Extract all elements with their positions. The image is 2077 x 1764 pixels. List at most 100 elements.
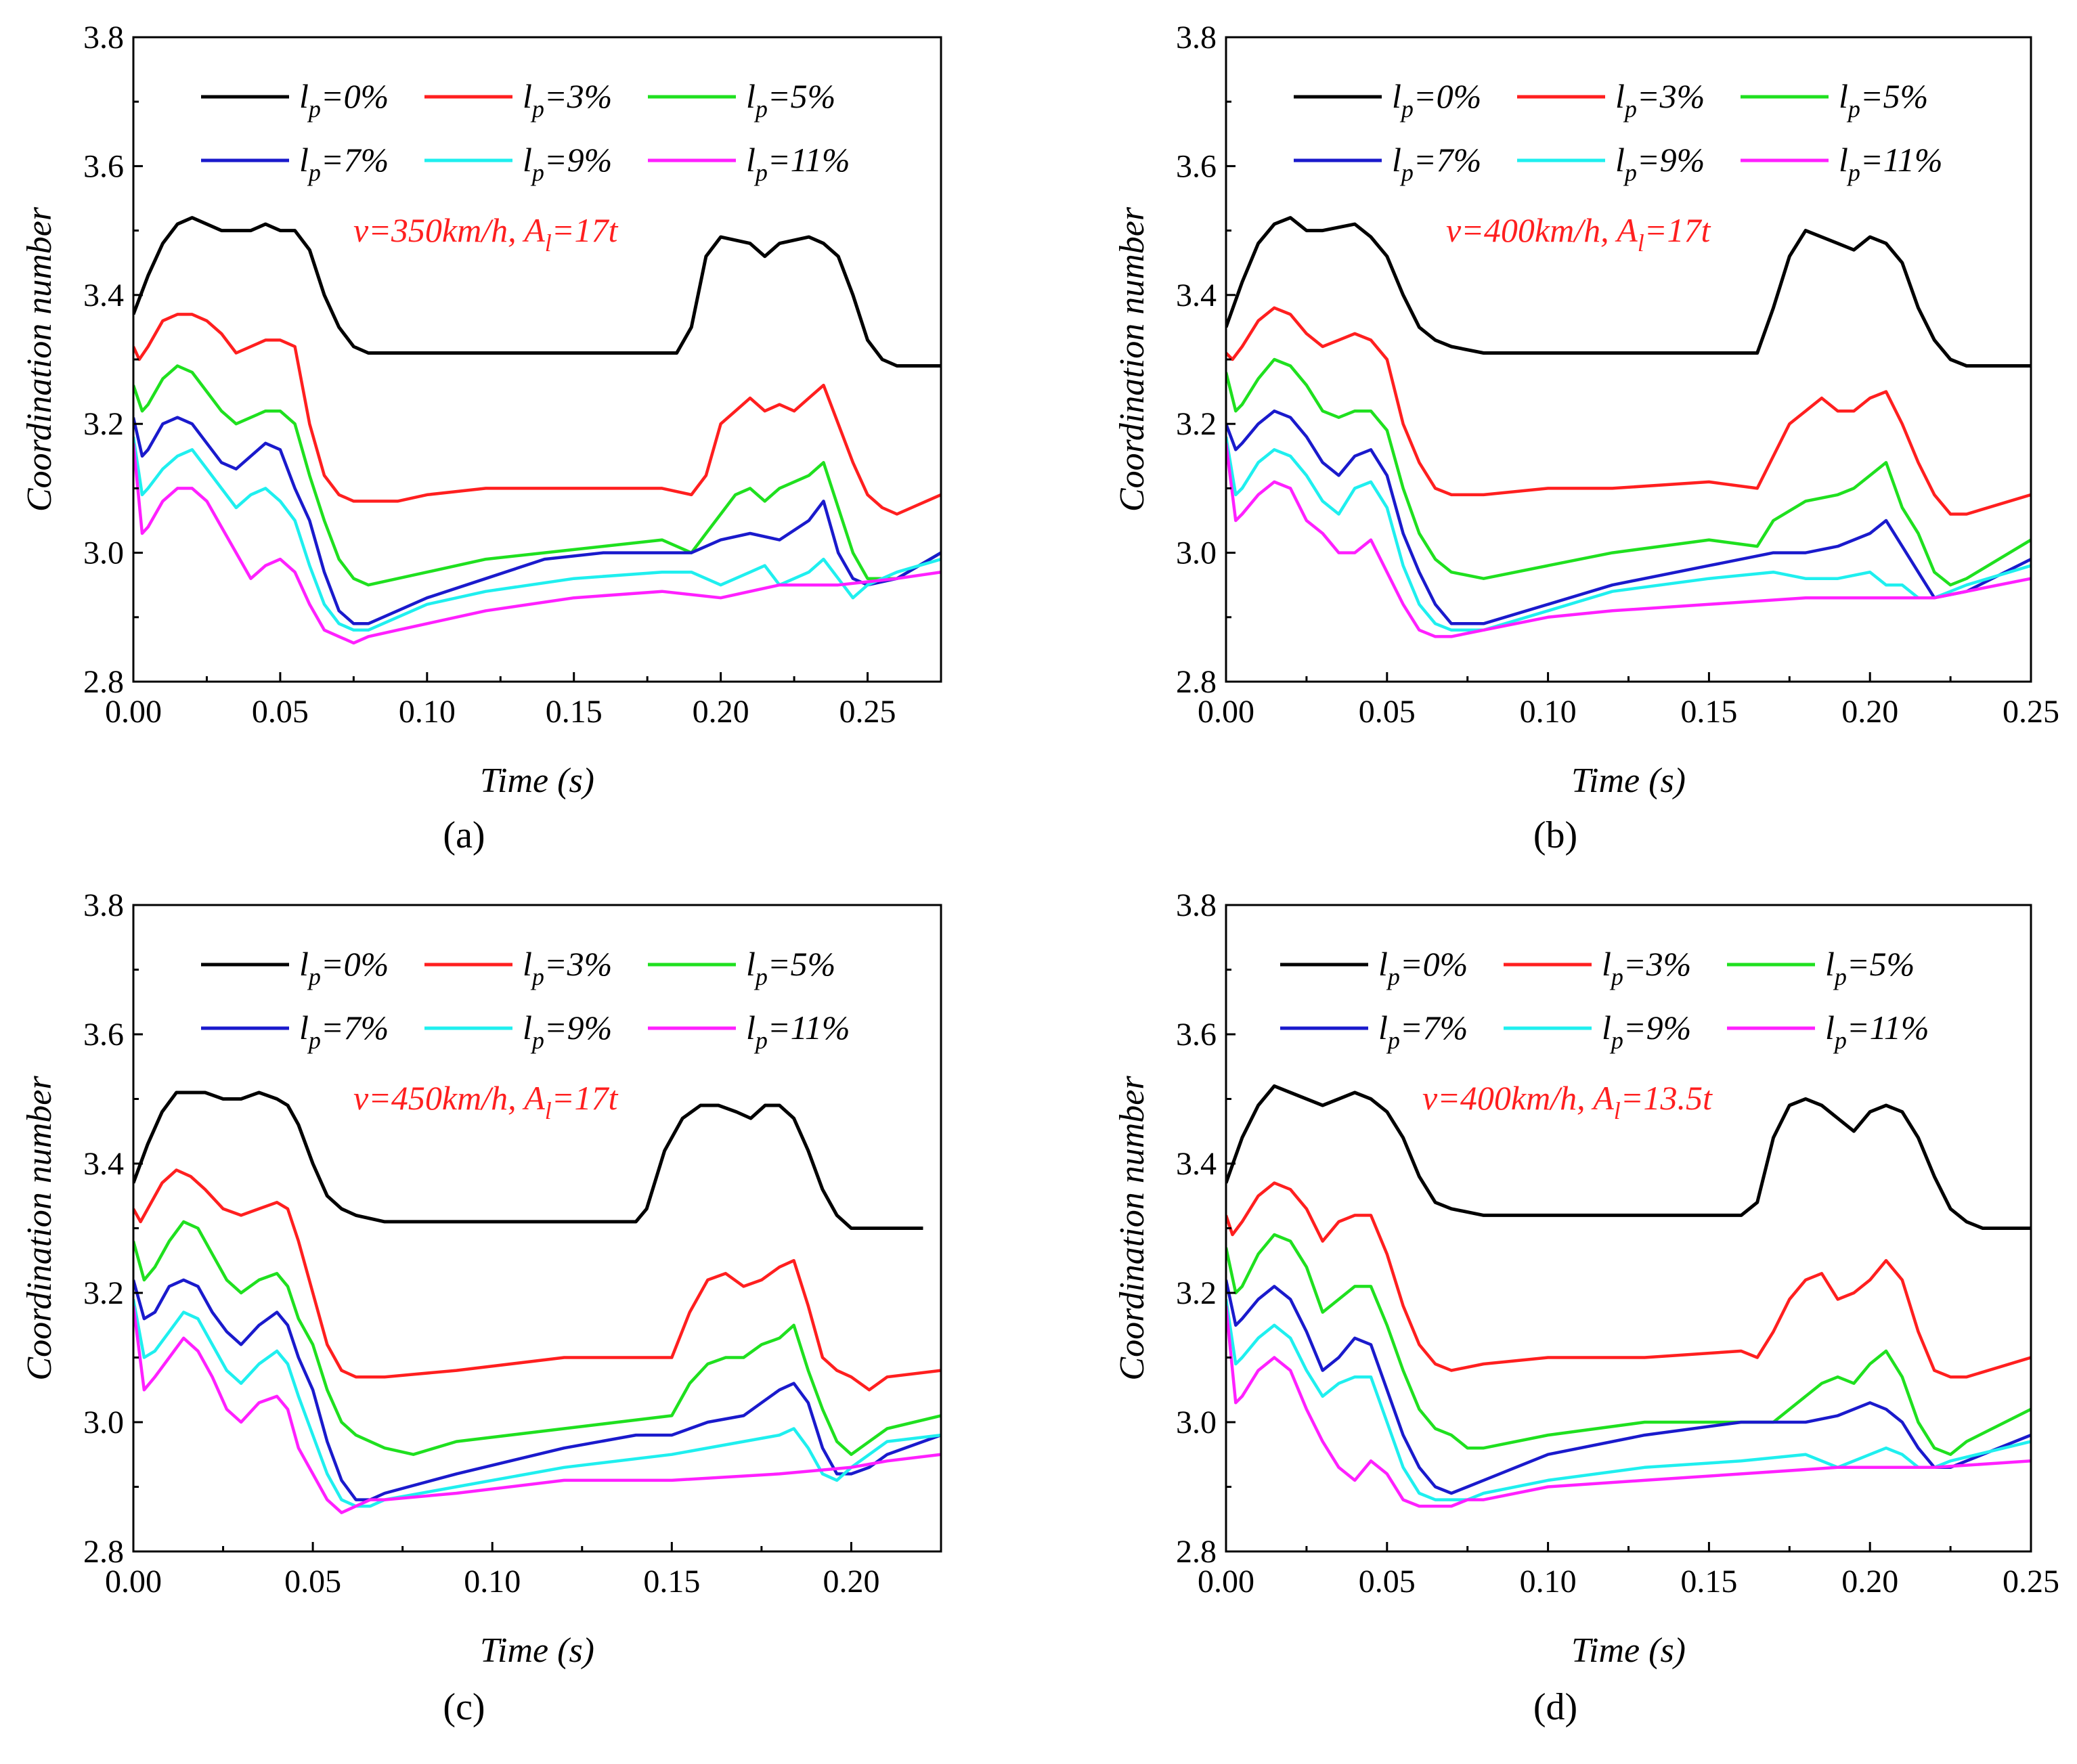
x-tick-label: 0.25 [2003, 694, 2059, 730]
x-tick-label: 0.15 [1680, 694, 1737, 730]
y-tick-label: 2.8 [1176, 664, 1217, 700]
y-axis-label: Coordination number [20, 206, 59, 512]
y-tick-label: 3.6 [83, 148, 124, 184]
series-line-lp0 [1226, 1084, 2031, 1230]
series-line-lp3 [1226, 1181, 2031, 1379]
series-line-lp0 [133, 216, 941, 368]
x-tick-label: 0.20 [1841, 694, 1898, 730]
legend-label-lp3: lp=3% [523, 77, 612, 123]
x-axis-label: Time (s) [480, 762, 594, 800]
x-tick-label: 0.05 [1359, 1564, 1416, 1600]
y-tick-label: 2.8 [1176, 1534, 1217, 1570]
y-tick-label: 3.2 [83, 1275, 124, 1311]
legend-label-lp11: lp=11% [746, 141, 850, 186]
series-line-lp7 [1226, 409, 2031, 625]
y-tick-label: 3.4 [83, 1146, 124, 1182]
legend-label-lp7: lp=7% [299, 1009, 389, 1054]
series-line-lp3 [133, 1168, 941, 1392]
x-tick-label: 0.15 [643, 1564, 700, 1600]
y-tick-label: 3.8 [1176, 887, 1217, 923]
series-group [133, 1090, 941, 1514]
legend-label-lp0: lp=0% [299, 945, 389, 990]
series-line-lp3 [1226, 306, 2031, 516]
x-tick-label: 0.00 [1198, 694, 1254, 730]
legend-label-lp0: lp=0% [1378, 945, 1468, 990]
x-tick-label: 0.05 [284, 1564, 341, 1600]
legend-label-lp0: lp=0% [299, 77, 389, 123]
panel-a: 2.8 3.0 3.2 3.4 3.6 3.8 0.00 0.05 0.10 0.15 0.20 0.… [20, 20, 942, 856]
legend-label-lp11: lp=11% [746, 1009, 850, 1054]
y-tick-label: 3.4 [83, 278, 124, 313]
x-axis-label: Time (s) [1571, 762, 1686, 800]
panel-label: (d) [1533, 1686, 1577, 1728]
x-tick-label: 0.00 [105, 694, 162, 730]
y-tick-label: 3.0 [83, 1405, 124, 1440]
series-line-lp11 [1226, 443, 2031, 638]
y-tick-label: 2.8 [83, 664, 124, 700]
condition-annotation: v=400km/h, Al=13.5t [1422, 1079, 1713, 1124]
series-line-lp5 [1226, 1233, 2031, 1456]
panel-b: 2.8 3.0 3.2 3.4 3.6 3.8 0.00 0.05 0.10 0.15 0.20 0.… [1113, 20, 2059, 856]
legend-label-lp3: lp=3% [1615, 77, 1705, 123]
legend-label-lp7: lp=7% [1392, 141, 1481, 186]
legend-label-lp3: lp=3% [1602, 945, 1691, 990]
panel-c: 2.8 3.0 3.2 3.4 3.6 3.8 0.00 0.05 0.10 0.15 0.20 Ti… [20, 887, 942, 1728]
y-tick-label: 3.8 [1176, 20, 1217, 56]
y-axis-label: Coordination number [20, 1076, 59, 1381]
legend-label-lp9: lp=9% [1602, 1009, 1691, 1054]
series-line-lp9 [1226, 1299, 2031, 1501]
y-tick-label: 2.8 [83, 1534, 124, 1570]
y-tick-label: 3.2 [83, 406, 124, 442]
series-line-lp7 [1226, 1279, 2031, 1495]
y-tick-label: 3.8 [83, 887, 124, 923]
x-axis-label: Time (s) [480, 1631, 594, 1670]
legend-label-lp5: lp=5% [1839, 77, 1928, 123]
y-axis-label: Coordination number [1113, 206, 1152, 512]
series-line-lp5 [133, 1220, 941, 1456]
x-tick-label: 0.10 [1520, 1564, 1577, 1600]
x-tick-label: 0.20 [823, 1564, 879, 1600]
legend-label-lp5: lp=5% [746, 77, 835, 123]
y-tick-label: 3.6 [83, 1017, 124, 1053]
condition-annotation: v=450km/h, Al=17t [353, 1079, 619, 1124]
x-tick-label: 0.15 [546, 694, 603, 730]
x-tick-label: 0.10 [1520, 694, 1577, 730]
series-line-lp5 [1226, 357, 2031, 587]
x-tick-label: 0.20 [1841, 1564, 1898, 1600]
series-group [1226, 216, 2031, 638]
series-line-lp0 [133, 1090, 923, 1230]
y-tick-label: 3.0 [83, 535, 124, 571]
y-tick-label: 3.0 [1176, 535, 1217, 571]
legend-label-lp0: lp=0% [1392, 77, 1481, 123]
series-group [133, 216, 941, 645]
x-tick-label: 0.25 [839, 694, 896, 730]
x-tick-label: 0.05 [252, 694, 309, 730]
legend-label-lp11: lp=11% [1825, 1009, 1929, 1054]
legend-label-lp7: lp=7% [1378, 1009, 1468, 1054]
series-line-lp9 [133, 436, 941, 632]
legend-label-lp7: lp=7% [299, 141, 389, 186]
x-tick-label: 0.00 [105, 1564, 162, 1600]
legend-label-lp5: lp=5% [1825, 945, 1915, 990]
y-tick-label: 3.2 [1176, 406, 1217, 442]
y-tick-label: 3.8 [83, 20, 124, 56]
panel-label: (a) [443, 814, 485, 856]
series-line-lp0 [1226, 216, 2031, 368]
condition-annotation: v=400km/h, Al=17t [1446, 211, 1711, 257]
y-tick-label: 3.4 [1176, 278, 1217, 313]
legend-label-lp5: lp=5% [746, 945, 835, 990]
x-tick-label: 0.10 [464, 1564, 521, 1600]
series-line-lp11 [133, 1305, 941, 1514]
y-tick-label: 3.4 [1176, 1146, 1217, 1182]
x-tick-label: 0.25 [2003, 1564, 2059, 1600]
y-tick-label: 3.6 [1176, 1017, 1217, 1053]
series-line-lp3 [133, 313, 941, 516]
legend-label-lp9: lp=9% [1615, 141, 1705, 186]
series-line-lp5 [133, 364, 941, 587]
series-line-lp7 [133, 416, 941, 625]
x-axis-label: Time (s) [1571, 1631, 1686, 1670]
panel-d: 2.8 3.0 3.2 3.4 3.6 3.8 0.00 0.05 0.10 0.15 0.20 0.… [1113, 887, 2059, 1728]
y-axis-label: Coordination number [1113, 1076, 1152, 1381]
